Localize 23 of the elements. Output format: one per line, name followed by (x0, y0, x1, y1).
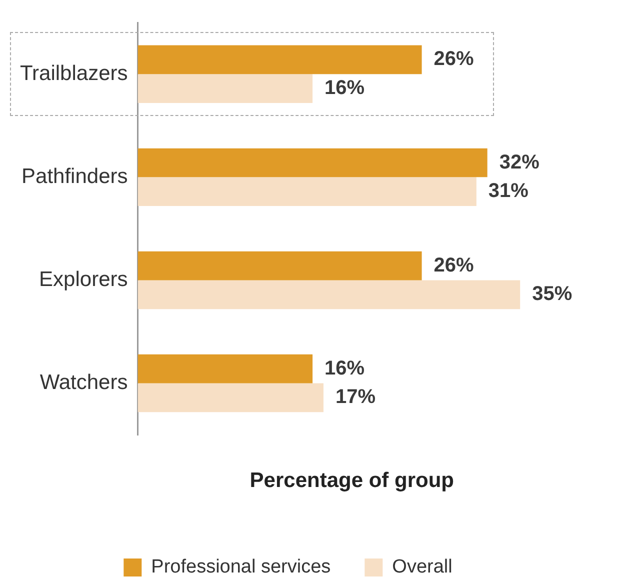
bar (138, 251, 422, 280)
bar (138, 74, 313, 103)
data-label: 17% (335, 386, 376, 408)
bar (138, 45, 422, 74)
data-label: 31% (488, 180, 529, 202)
y-tick-label: Watchers (40, 371, 128, 394)
bar (138, 383, 324, 412)
bar (138, 177, 476, 206)
bar (138, 148, 488, 178)
x-axis-title: Percentage of group (250, 469, 454, 492)
legend-label: Overall (392, 556, 452, 578)
bar (138, 354, 313, 384)
data-label: 16% (324, 357, 365, 380)
data-label: 35% (532, 283, 572, 306)
y-tick-label: Explorers (39, 268, 128, 292)
data-label: 32% (499, 151, 540, 174)
y-tick-label: Trailblazers (20, 62, 128, 85)
data-label: 26% (434, 48, 474, 70)
y-tick-label: Pathfinders (22, 164, 128, 188)
data-label: 16% (324, 77, 365, 100)
data-label: 26% (434, 254, 474, 276)
bar (138, 280, 520, 310)
legend-label: Professional services (151, 556, 331, 578)
